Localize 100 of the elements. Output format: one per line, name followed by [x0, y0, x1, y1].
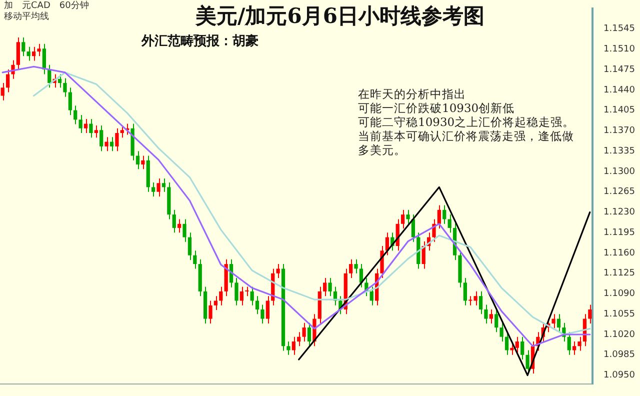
y-tick-label: 1.1475 — [604, 64, 636, 75]
annotation: 可能一汇价跌破10930创新低 — [358, 101, 516, 115]
candlestick — [63, 78, 67, 98]
y-tick-label: 1.1510 — [604, 44, 636, 55]
y-tick-label: 1.1300 — [604, 166, 636, 177]
candlestick — [104, 136, 108, 152]
candlestick — [214, 296, 218, 311]
candlestick — [323, 278, 327, 297]
candlestick — [478, 290, 483, 315]
candlestick — [37, 43, 41, 57]
y-tick-label: 1.1370 — [604, 126, 636, 136]
candlestick — [6, 69, 10, 93]
y-tick-label: 1.1160 — [604, 248, 636, 258]
candlestick — [32, 46, 36, 62]
candlestick — [0, 82, 4, 101]
candlestick — [120, 124, 124, 138]
y-tick-label: 1.1090 — [604, 289, 636, 300]
candlestick — [297, 332, 301, 347]
candlestick — [58, 74, 62, 88]
candlestick — [567, 332, 571, 356]
candlestick — [182, 218, 186, 242]
annotation: 加 元CAD 60分钟 — [4, 1, 89, 12]
candlestick — [100, 124, 104, 152]
y-tick-label: 1.1195 — [604, 228, 636, 238]
candlestick — [448, 214, 452, 234]
candlestick — [152, 182, 156, 197]
candlestick — [494, 308, 498, 333]
chart-title: 美元/加元6月6日小时线参考图 — [196, 3, 484, 28]
candlestick — [463, 278, 467, 306]
y-tick-label: 1.1335 — [604, 146, 636, 156]
candlestick — [219, 286, 223, 306]
annotation: 在昨天的分析中指出 — [358, 87, 467, 101]
candlestick — [208, 300, 212, 324]
candlestick — [380, 245, 384, 279]
candlestick — [307, 322, 312, 347]
candlestick — [370, 286, 374, 306]
candlestick — [115, 128, 119, 152]
y-tick-label: 1.1020 — [604, 330, 636, 340]
candlestick — [266, 296, 270, 324]
annotation: 移动平均线 — [4, 12, 50, 23]
candlestick — [22, 37, 26, 57]
annotation: 可能二守稳10930之上汇价将起稳走强。 — [358, 115, 576, 129]
y-tick-label: 1.1125 — [604, 268, 636, 279]
y-tick-label: 1.1055 — [604, 309, 636, 320]
candlestick — [240, 286, 244, 306]
candlestick — [349, 258, 353, 279]
y-tick-label: 1.1265 — [604, 187, 636, 198]
annotation: 多美元。 — [358, 143, 407, 157]
text: 外汇范畴预报：胡豪 — [140, 33, 260, 50]
candlestick — [156, 178, 160, 197]
candlestick — [286, 340, 290, 356]
candlestick — [84, 118, 88, 134]
candlestick — [68, 87, 72, 116]
candlestick — [588, 304, 592, 324]
y-tick-label: 1.1440 — [604, 85, 636, 96]
candlestick — [26, 46, 30, 62]
candlestick — [177, 218, 182, 234]
candlestick — [552, 314, 556, 329]
candlestick — [162, 178, 166, 192]
candlestick — [437, 204, 442, 230]
candlestick — [110, 136, 114, 152]
candlestick — [302, 322, 306, 342]
candlestick — [89, 118, 93, 138]
candlestick — [328, 278, 332, 297]
candlestick — [250, 286, 254, 306]
y-tick-label: 1.0950 — [604, 370, 636, 381]
candlestick — [406, 209, 410, 224]
candlestick — [510, 342, 514, 356]
candlestick — [16, 37, 20, 70]
y-tick-label: 1.0985 — [604, 350, 636, 360]
candlestick — [500, 322, 504, 342]
candlestick — [260, 304, 264, 324]
y-tick-label: 1.1230 — [604, 208, 636, 218]
candlestick — [489, 308, 493, 324]
candlestick — [400, 209, 405, 230]
candlestick — [188, 232, 192, 260]
candlestick — [141, 155, 145, 170]
candlestick — [193, 250, 197, 270]
candlestick — [78, 114, 82, 134]
candlestick — [74, 105, 78, 125]
candlestick — [354, 258, 358, 274]
candlestick — [411, 214, 416, 242]
candlestick — [556, 314, 561, 333]
candlestick — [578, 336, 582, 352]
candlestick — [48, 64, 52, 88]
candlestick — [504, 332, 509, 356]
candlestick — [442, 204, 446, 224]
y-tick-label: 1.1405 — [604, 106, 636, 116]
candlestick — [234, 278, 238, 306]
candlestick — [292, 336, 296, 356]
candlestick — [172, 209, 176, 234]
annotation: 当前基本可确认汇价将震荡走强，逢低做 — [358, 129, 575, 143]
candlestick — [432, 218, 436, 242]
candlestick — [484, 304, 488, 324]
candlestick — [136, 150, 140, 170]
candlestick — [276, 264, 280, 279]
candlestick — [255, 296, 260, 315]
y-tick-label: 1.1545 — [604, 24, 636, 34]
candlestick — [94, 124, 98, 138]
candlestick — [572, 340, 576, 356]
